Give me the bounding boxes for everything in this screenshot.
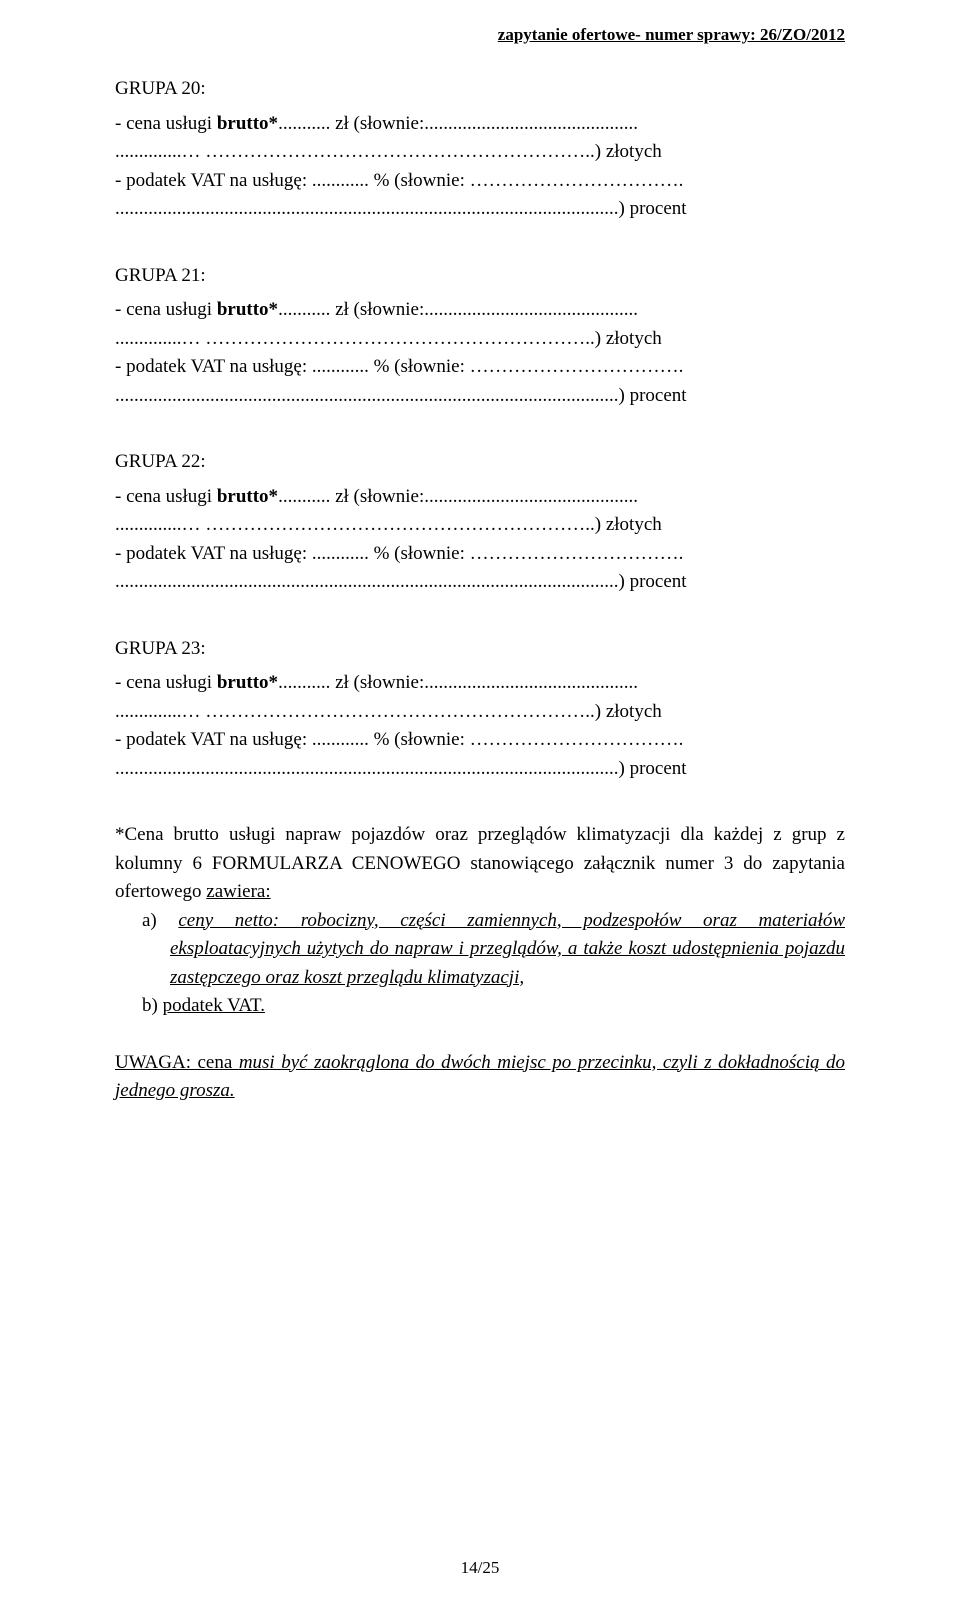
grupa-21-block: GRUPA 21: - cena usługi brutto*.........…	[115, 262, 845, 411]
brutto-label: brutto*	[217, 486, 278, 507]
grupa-22-block: GRUPA 22: - cena usługi brutto*.........…	[115, 448, 845, 597]
note-item-a: a) ceny netto: robocizny, części zamienn…	[115, 907, 845, 993]
header-case-number: zapytanie ofertowe- numer sprawy: 26/ZO/…	[498, 25, 845, 45]
item-a-prefix: a)	[142, 910, 178, 931]
grupa-20-title: GRUPA 20:	[115, 75, 845, 104]
item-b-prefix: b)	[142, 995, 163, 1016]
item-a-text: ceny netto: robocizny, części zamiennych…	[170, 910, 845, 988]
grupa-22-cena-line2: ..............… ……………………………………………………..) …	[115, 511, 845, 540]
grupa-20-cena-line: - cena usługi brutto*........... zł (sło…	[115, 110, 845, 139]
grupa-20-cena-line2: ..............… ……………………………………………………..) …	[115, 138, 845, 167]
grupa-21-cena-line: - cena usługi brutto*........... zł (sło…	[115, 296, 845, 325]
grupa-22-cena-line: - cena usługi brutto*........... zł (sło…	[115, 483, 845, 512]
text-prefix: - cena usługi	[115, 672, 217, 693]
grupa-22-vat-line: - podatek VAT na usługę: ............ % …	[115, 540, 845, 569]
text-suffix: ........... zł (słownie:................…	[278, 113, 638, 134]
text-prefix: - cena usługi	[115, 486, 217, 507]
grupa-23-title: GRUPA 23:	[115, 635, 845, 664]
page-number: 14/25	[0, 1558, 960, 1578]
grupa-22-title: GRUPA 22:	[115, 448, 845, 477]
item-b-text: podatek VAT.	[163, 995, 265, 1016]
grupa-20-vat-line2: ........................................…	[115, 195, 845, 224]
grupa-23-vat-line: - podatek VAT na usługę: ............ % …	[115, 726, 845, 755]
uwaga-paragraph: UWAGA: cena musi być zaokrąglona do dwóc…	[115, 1049, 845, 1106]
grupa-21-vat-line: - podatek VAT na usługę: ............ % …	[115, 353, 845, 382]
brutto-label: brutto*	[217, 672, 278, 693]
grupa-23-block: GRUPA 23: - cena usługi brutto*.........…	[115, 635, 845, 784]
uwaga-prefix: UWAGA: cena	[115, 1052, 239, 1073]
grupa-21-title: GRUPA 21:	[115, 262, 845, 291]
text-suffix: ........... zł (słownie:................…	[278, 299, 638, 320]
grupa-21-vat-line2: ........................................…	[115, 382, 845, 411]
text-prefix: - cena usługi	[115, 113, 217, 134]
brutto-label: brutto*	[217, 299, 278, 320]
grupa-23-cena-line: - cena usługi brutto*........... zł (sło…	[115, 669, 845, 698]
text-prefix: - cena usługi	[115, 299, 217, 320]
footnote-paragraph: *Cena brutto usługi napraw pojazdów oraz…	[115, 821, 845, 907]
grupa-23-cena-line2: ..............… ……………………………………………………..) …	[115, 698, 845, 727]
grupa-21-cena-line2: ..............… ……………………………………………………..) …	[115, 325, 845, 354]
document-body: GRUPA 20: - cena usługi brutto*.........…	[115, 0, 845, 1106]
text-suffix: ........... zł (słownie:................…	[278, 672, 638, 693]
grupa-22-vat-line2: ........................................…	[115, 568, 845, 597]
note-item-b: b) podatek VAT.	[115, 992, 845, 1021]
grupa-20-vat-line: - podatek VAT na usługę: ............ % …	[115, 167, 845, 196]
footnote-underline: zawiera:	[206, 881, 270, 902]
text-suffix: ........... zł (słownie:................…	[278, 486, 638, 507]
grupa-23-vat-line2: ........................................…	[115, 755, 845, 784]
brutto-label: brutto*	[217, 113, 278, 134]
grupa-20-block: GRUPA 20: - cena usługi brutto*.........…	[115, 75, 845, 224]
